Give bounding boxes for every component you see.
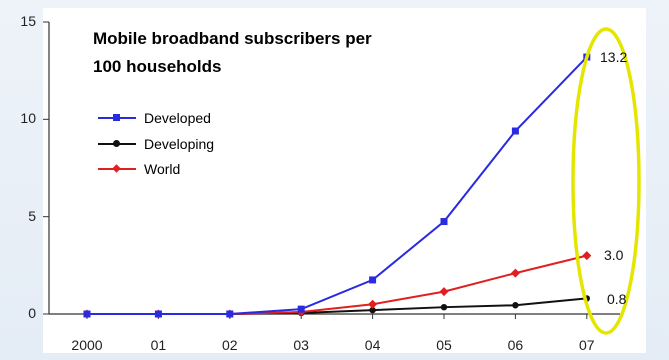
data-point-world <box>510 268 520 278</box>
data-point-developing <box>512 302 519 309</box>
x-tick-label: 06 <box>507 337 524 353</box>
x-tick-label: 03 <box>293 337 309 353</box>
legend-label-developing: Developing <box>144 136 215 152</box>
chart-title-line-1: Mobile broadband subscribers per <box>93 29 372 48</box>
series-line-developed <box>87 56 588 315</box>
data-point-world <box>439 287 449 297</box>
data-point-world <box>582 251 592 261</box>
legend-swatch-developed <box>98 111 136 125</box>
x-tick-label: 05 <box>436 337 452 353</box>
data-point-developed <box>440 218 448 226</box>
y-tick-label: 0 <box>28 305 36 321</box>
highlight-ellipse <box>571 27 641 335</box>
end-label-world: 3.0 <box>604 247 624 263</box>
data-point-developing <box>369 306 376 314</box>
y-tick-label: 5 <box>28 207 36 224</box>
y-tick-label: 10 <box>20 110 36 127</box>
data-point-developing <box>440 303 448 311</box>
data-point-developed <box>154 310 162 318</box>
data-point-developed <box>226 310 234 318</box>
x-tick-label: 01 <box>150 337 167 353</box>
data-point-world <box>368 299 378 309</box>
x-tick-label: 04 <box>364 337 381 353</box>
legend-item-world: World <box>98 159 180 179</box>
legend-swatch-developing <box>98 137 136 151</box>
chart-title-line-2: 100 households <box>93 57 222 76</box>
legend-item-developed: Developed <box>98 108 211 128</box>
legend-item-developing: Developing <box>98 134 214 154</box>
end-label-developed: 13.2 <box>600 49 628 65</box>
y-tick-label: 15 <box>20 13 36 29</box>
data-point-developed <box>83 310 91 318</box>
legend-swatch-world <box>98 162 136 176</box>
series-line-developing <box>87 297 587 315</box>
data-point-developed <box>297 305 305 313</box>
legend-label-developed: Developed <box>144 110 211 126</box>
end-label-developing: 0.8 <box>607 291 627 307</box>
x-tick-label: 07 <box>579 337 595 353</box>
x-tick-label: 02 <box>222 337 238 353</box>
legend-label-world: World <box>144 161 181 177</box>
plot-area-background <box>43 8 646 353</box>
x-tick-label: 2000 <box>71 337 103 353</box>
data-point-developed <box>369 276 377 284</box>
data-point-developed <box>511 127 519 135</box>
